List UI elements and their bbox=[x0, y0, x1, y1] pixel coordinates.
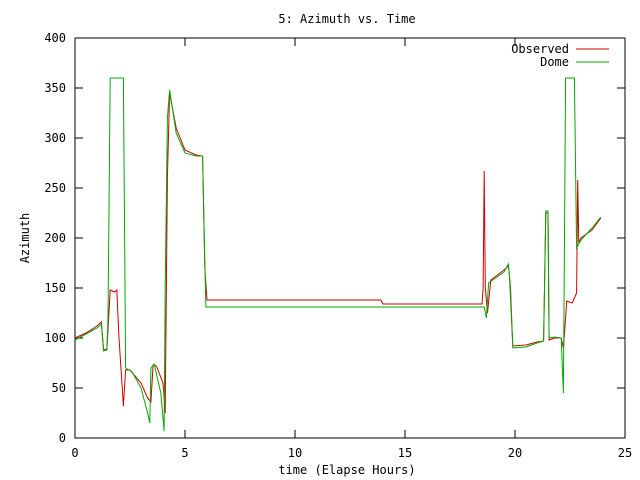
series-lines bbox=[74, 77, 602, 432]
y-tick-label: 0 bbox=[59, 431, 66, 445]
y-tick-label: 250 bbox=[44, 181, 66, 195]
y-tick-label: 50 bbox=[52, 381, 66, 395]
x-tick-label: 25 bbox=[618, 446, 632, 460]
y-tick-label: 150 bbox=[44, 281, 66, 295]
x-tick-label: 20 bbox=[508, 446, 522, 460]
chart-title: 5: Azimuth vs. Time bbox=[278, 12, 415, 26]
series-line-dome bbox=[74, 77, 602, 432]
x-axis-label: time (Elapse Hours) bbox=[278, 463, 415, 477]
y-axis-label: Azimuth bbox=[18, 213, 32, 264]
x-tick-label: 5 bbox=[181, 446, 188, 460]
y-axis-ticks: 0 50 100 150 200 250 300 350 400 bbox=[44, 31, 625, 445]
x-tick-label: 15 bbox=[398, 446, 412, 460]
legend-label-dome: Dome bbox=[540, 55, 569, 69]
x-tick-label: 10 bbox=[288, 446, 302, 460]
x-tick-label: 0 bbox=[71, 446, 78, 460]
legend-label-observed: Observed bbox=[511, 42, 569, 56]
y-tick-label: 200 bbox=[44, 231, 66, 245]
y-tick-label: 300 bbox=[44, 131, 66, 145]
y-tick-label: 350 bbox=[44, 81, 66, 95]
x-axis-ticks: 0 5 10 15 20 25 bbox=[71, 38, 632, 460]
y-tick-label: 100 bbox=[44, 331, 66, 345]
y-tick-label: 400 bbox=[44, 31, 66, 45]
